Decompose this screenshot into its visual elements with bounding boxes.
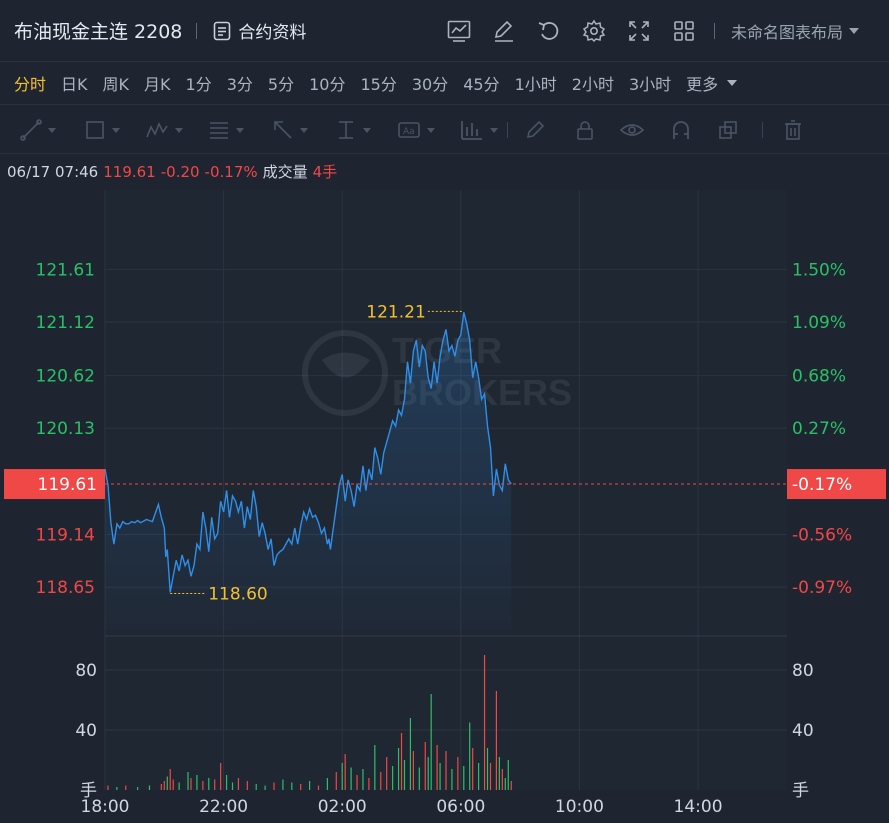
chevron-down-icon	[727, 80, 738, 86]
price-tick-label: 118.65	[36, 578, 95, 598]
volume-tick-label-right: 40	[792, 721, 814, 741]
tab-1小时[interactable]: 1小时	[514, 75, 557, 94]
eye-icon[interactable]	[620, 117, 644, 143]
time-tick-label: 18:00	[81, 797, 130, 817]
magnet-icon[interactable]	[670, 117, 692, 143]
price-tick-label: 120.62	[36, 367, 95, 387]
quote-volume-label: 成交量	[262, 163, 308, 181]
time-tick-label: 10:00	[555, 797, 604, 817]
top-bar: 布油现金主连 2208 合约资料 未命名图表布局	[0, 0, 889, 62]
tab-5分[interactable]: 5分	[267, 75, 295, 94]
price-tick-label: 121.61	[36, 260, 95, 280]
edit-icon[interactable]	[489, 17, 518, 45]
tab-月K[interactable]: 月K	[144, 75, 171, 94]
quote-change-pct: -0.17%	[204, 163, 258, 181]
tab-分时[interactable]: 分时	[14, 75, 47, 94]
current-price-badge	[4, 469, 105, 500]
brush-icon[interactable]	[524, 117, 546, 143]
tab-45分[interactable]: 45分	[463, 75, 500, 94]
price-line	[104, 312, 512, 593]
chart-type-icon[interactable]	[444, 17, 473, 45]
tab-日K[interactable]: 日K	[61, 75, 88, 94]
lock-icon[interactable]	[574, 117, 596, 143]
pct-tick-label: -0.56%	[792, 525, 852, 545]
drawing-toolbar: Aa	[0, 104, 889, 154]
price-tick-label: 121.12	[36, 313, 95, 333]
current-pct-label: -0.17%	[792, 475, 852, 495]
wave-tool-icon[interactable]	[145, 117, 183, 143]
rectangle-tool-icon[interactable]	[84, 117, 120, 143]
text-tool-icon[interactable]: Aa	[397, 117, 435, 143]
quote-change: -0.20	[160, 163, 200, 181]
trash-icon[interactable]	[782, 117, 804, 143]
divider	[714, 23, 715, 39]
volume-tick-label-right: 手	[792, 781, 809, 801]
line-tool-icon[interactable]	[20, 117, 56, 143]
settings-icon[interactable]	[579, 17, 608, 45]
period-tabs: 分时 日K 周K 月K 1分 3分 5分 10分 15分 30分 45分 1小时…	[0, 62, 889, 104]
svg-text:Aa: Aa	[403, 127, 415, 137]
quote-line: 06/17 07:46 119.61 -0.20 -0.17% 成交量 4手	[7, 161, 337, 182]
pct-tick-label: -0.97%	[792, 578, 852, 598]
divider	[196, 22, 198, 39]
price-tick-label: 119.14	[36, 525, 95, 545]
more-periods-label: 更多	[686, 75, 719, 94]
pct-tick-label: 1.09%	[792, 313, 846, 333]
tab-3分[interactable]: 3分	[226, 75, 253, 94]
refresh-icon[interactable]	[534, 17, 563, 45]
indicator-tool-icon[interactable]	[460, 117, 498, 143]
divider	[762, 122, 763, 138]
time-tick-label: 22:00	[199, 797, 248, 817]
grid-layout-icon[interactable]	[669, 17, 698, 45]
arrow-tool-icon[interactable]	[272, 117, 308, 143]
copy-icon[interactable]	[717, 117, 739, 143]
time-tick-label: 14:00	[674, 797, 723, 817]
measure-tool-icon[interactable]	[335, 117, 371, 143]
contract-info-label: 合约资料	[238, 23, 307, 43]
pct-tick-label: 1.50%	[792, 260, 846, 280]
divider	[507, 122, 508, 138]
fibonacci-tool-icon[interactable]	[208, 117, 244, 143]
volume-tick-label: 80	[75, 661, 97, 681]
tab-2小时[interactable]: 2小时	[571, 75, 614, 94]
high-marker-label: 121.21	[366, 302, 425, 322]
quote-volume: 4手	[312, 163, 338, 181]
tab-3小时[interactable]: 3小时	[628, 75, 672, 94]
tab-10分[interactable]: 10分	[309, 75, 346, 94]
layout-dropdown[interactable]: 未命名图表布局	[731, 19, 860, 43]
time-tick-label: 02:00	[318, 797, 367, 817]
contract-info-button[interactable]: 合约资料	[213, 18, 306, 43]
low-marker-label: 118.60	[208, 584, 267, 604]
pct-tick-label: 0.27%	[792, 419, 846, 439]
tab-周K[interactable]: 周K	[102, 75, 130, 94]
instrument-title: 布油现金主连 2208	[14, 21, 183, 43]
tab-1分[interactable]: 1分	[185, 75, 212, 94]
price-tick-label: 120.13	[36, 419, 95, 439]
chevron-down-icon	[849, 28, 860, 34]
current-pct-badge	[787, 469, 886, 500]
tab-30分[interactable]: 30分	[411, 75, 449, 94]
price-area-fill	[105, 312, 512, 630]
quote-price: 119.61	[103, 163, 156, 181]
document-icon	[214, 21, 231, 40]
quote-time: 06/17 07:46	[7, 163, 99, 181]
fullscreen-icon[interactable]	[624, 17, 653, 45]
volume-tick-label: 40	[75, 721, 97, 741]
layout-label: 未命名图表布局	[731, 23, 844, 42]
tab-15分[interactable]: 15分	[360, 75, 397, 94]
pct-tick-label: 0.68%	[792, 367, 846, 387]
time-tick-label: 06:00	[436, 797, 485, 817]
volume-tick-label-right: 80	[792, 661, 814, 681]
current-price-label: 119.61	[38, 475, 97, 495]
more-periods-dropdown[interactable]: 更多	[686, 71, 738, 95]
toolbar	[444, 17, 714, 45]
volume-tick-label: 手	[80, 781, 97, 801]
